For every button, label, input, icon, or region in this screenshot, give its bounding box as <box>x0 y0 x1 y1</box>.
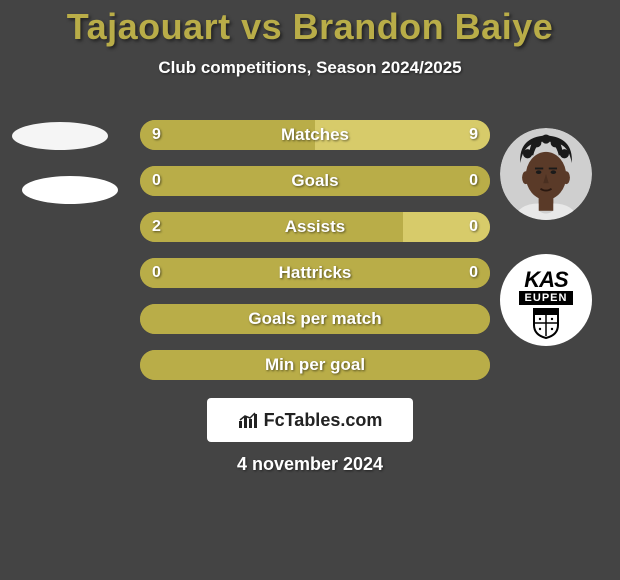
stat-row: Goals per match <box>140 304 490 334</box>
stat-row: Hattricks0 0 <box>140 258 490 288</box>
club-right-banner: EUPEN <box>519 291 574 305</box>
club-right-logo: KAS EUPEN <box>500 254 592 346</box>
stat-value-left: 0 <box>152 258 161 288</box>
comparison-infographic: Tajaouart vs Brandon Baiye Club competit… <box>0 0 620 580</box>
club-right-kas: KAS <box>524 267 567 293</box>
page-title: Tajaouart vs Brandon Baiye <box>0 0 620 48</box>
stats-chart: Matches99Goals00Assists20Hattricks00Goal… <box>140 120 490 396</box>
stat-label: Hattricks <box>140 258 490 288</box>
stat-value-left: 0 <box>152 166 161 196</box>
stat-row: Assists2 0 <box>140 212 490 242</box>
stat-value-right: 0 <box>469 212 478 242</box>
stat-row: Goals0 0 <box>140 166 490 196</box>
stat-value-left: 9 <box>152 120 161 150</box>
stat-row: Matches9 9 <box>140 120 490 150</box>
date-text: 4 november 2024 <box>0 454 620 475</box>
stat-value-left: 2 <box>152 212 161 242</box>
stat-label: Goals per match <box>140 304 490 334</box>
stat-label: Goals <box>140 166 490 196</box>
stat-row: Min per goal <box>140 350 490 380</box>
club-right-shield-icon <box>532 307 560 339</box>
stat-value-right: 0 <box>469 258 478 288</box>
chart-icon <box>238 411 260 429</box>
attribution-text: FcTables.com <box>264 410 383 431</box>
stat-value-right: 0 <box>469 166 478 196</box>
attribution-badge: FcTables.com <box>207 398 413 442</box>
stat-label: Assists <box>140 212 490 242</box>
stat-label: Matches <box>140 120 490 150</box>
stat-label: Min per goal <box>140 350 490 380</box>
player-right-avatar <box>500 128 592 220</box>
player-left-avatar <box>12 122 108 150</box>
stat-value-right: 9 <box>469 120 478 150</box>
player-right-avatar-svg <box>500 128 592 220</box>
subtitle: Club competitions, Season 2024/2025 <box>0 58 620 78</box>
club-left-logo <box>22 176 118 204</box>
